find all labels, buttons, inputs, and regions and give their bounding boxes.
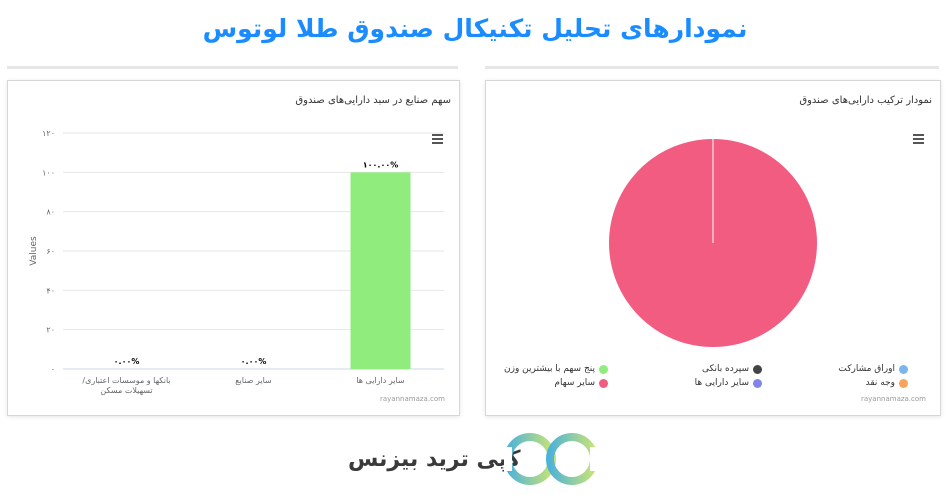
legend-dot-icon <box>899 364 908 374</box>
legend-item[interactable]: سایر دارایی ها <box>695 378 762 388</box>
pie-legend: اوراق مشارکت سپرده بانکی پنج سهم با بیشتری… <box>486 364 940 404</box>
bar <box>350 172 411 369</box>
bar-chart: ۰ ۲۰ ۴۰ ۶۰ ۸۰ ۱۰۰ ۱۲۰ Values ۰.۰۰% بانکها و موسسا… <box>29 129 444 395</box>
legend-dot-icon <box>899 378 908 388</box>
x-tick-label: بانکها و موسسات اعتباری/تسهیلات مسکن <box>82 376 170 395</box>
legend-label: پنج سهم با بیشترین وزن <box>504 364 595 374</box>
y-tick-label: ۰ <box>51 365 55 374</box>
data-label: ۰.۰۰% <box>114 357 140 366</box>
divider <box>7 66 458 69</box>
pie-chart-panel: نمودار ترکیب دارایی‌های صندوق اوراق مشار… <box>485 80 941 416</box>
chart-menu-icon[interactable] <box>432 134 443 144</box>
legend-item[interactable]: سپرده بانکی <box>702 364 762 374</box>
x-tick-label: سایر صنایع <box>235 376 272 385</box>
y-tick-label: ۶۰ <box>46 247 55 256</box>
y-tick-label: ۴۰ <box>46 286 55 295</box>
brand-name: کپی ترید بیزنس <box>348 447 521 472</box>
y-axis-label: Values <box>29 236 39 266</box>
infinity-logo-icon <box>504 433 604 485</box>
data-label: ۱۰۰.۰۰% <box>363 160 398 169</box>
legend-label: سایر سهام <box>554 378 595 388</box>
legend-dot-icon <box>753 378 762 388</box>
bar-chart-title: سهم صنایع در سبد دارایی‌های صندوق <box>295 95 451 106</box>
legend-item[interactable]: سایر سهام <box>554 378 608 388</box>
legend-dot-icon <box>599 364 608 374</box>
footer: کپی ترید بیزنس <box>340 425 620 495</box>
pie-chart <box>609 139 817 347</box>
legend-label: سپرده بانکی <box>701 364 749 374</box>
chart-menu-icon[interactable] <box>913 134 924 144</box>
chart-credits[interactable]: rayannamaza.com <box>860 395 926 403</box>
legend-label: سایر دارایی ها <box>694 378 749 388</box>
legend-label: وجه نقد <box>865 378 895 388</box>
y-tick-label: ۱۲۰ <box>42 129 55 138</box>
x-tick-label: سایر دارایی ها <box>356 376 405 385</box>
chart-credits[interactable]: rayannamaza.com <box>379 395 445 403</box>
y-tick-label: ۱۰۰ <box>42 168 55 177</box>
page-title: نمودارهای تحلیل تکنیکال صندوق طلا لوتوس <box>202 14 748 43</box>
legend-label: اوراق مشارکت <box>838 364 895 374</box>
legend-item[interactable]: وجه نقد <box>866 378 908 388</box>
legend-dot-icon <box>753 364 762 374</box>
legend-item[interactable]: اوراق مشارکت <box>838 364 908 374</box>
bar-chart-panel: سهم صنایع در سبد دارایی‌های صندوق ۰ ۲۰ ۴۰ ۶… <box>7 80 460 416</box>
divider <box>485 66 939 69</box>
y-tick-label: ۸۰ <box>46 208 55 217</box>
y-tick-label: ۲۰ <box>46 326 55 335</box>
pie-chart-title: نمودار ترکیب دارایی‌های صندوق <box>799 95 932 106</box>
legend-dot-icon <box>599 378 608 388</box>
legend-item[interactable]: پنج سهم با بیشترین وزن <box>504 364 608 374</box>
data-label: ۰.۰۰% <box>241 357 267 366</box>
